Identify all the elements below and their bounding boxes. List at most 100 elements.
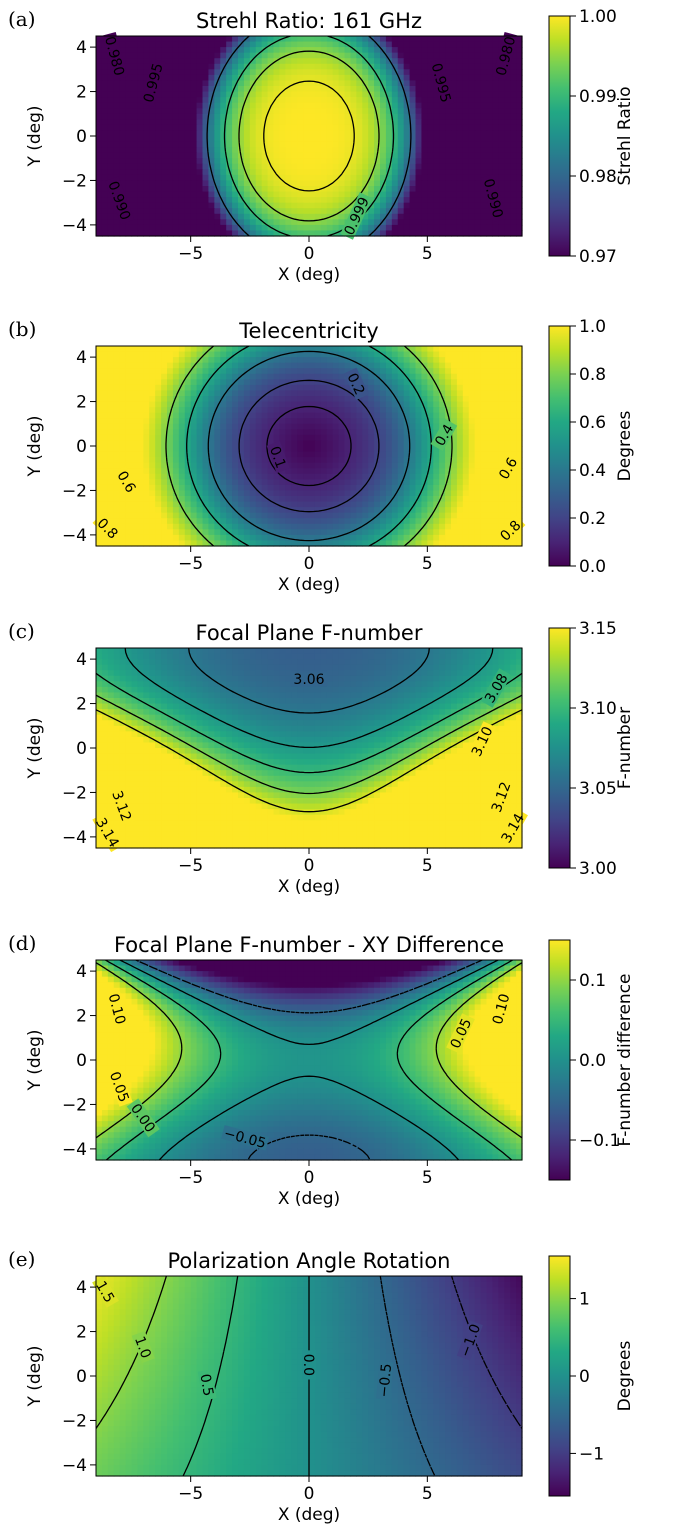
heatmap-cell [409,158,417,165]
heatmap-cell [415,52,423,59]
heatmap-cell [249,113,257,120]
heatmap-cell [297,63,304,70]
heatmap-cell [510,418,517,425]
heatmap-cell [344,440,352,447]
heatmap-cell [172,63,180,70]
heatmap-cell [291,113,298,120]
heatmap-cell [385,86,393,93]
heatmap-cell [267,80,275,87]
heatmap-cell [137,357,144,364]
heatmap-cell [297,74,304,82]
heatmap-cell [362,401,369,408]
heatmap-cell [267,147,275,154]
heatmap-cell [415,63,423,70]
heatmap-cell [113,429,121,436]
heatmap-cell [397,412,405,419]
heatmap-cell [516,219,523,226]
heatmap-cell [178,473,186,480]
heatmap-cell [303,462,310,469]
heatmap-cell [344,97,352,104]
heatmap-cell [131,69,139,76]
heatmap-cell [279,141,286,148]
heatmap-cell [350,451,357,458]
heatmap-cell [96,80,103,87]
heatmap-cell [362,446,369,453]
heatmap-cell [516,58,523,65]
heatmap-cell [202,512,210,519]
heatmap-cell [190,47,198,54]
heatmap-cell [350,501,357,508]
heatmap-cell [267,429,275,436]
heatmap-cell [314,91,322,98]
heatmap-cell [184,407,192,414]
heatmap-cell [214,418,221,425]
heatmap-cell [285,191,292,198]
heatmap-cell [409,213,417,220]
heatmap-cell [492,407,499,414]
heatmap-cell [391,141,399,148]
heatmap-cell [356,80,363,87]
heatmap-cell [350,357,357,364]
heatmap-cell [380,473,387,480]
heatmap-cell [492,423,499,430]
heatmap-cell [403,219,411,226]
heatmap-cell [421,490,428,497]
heatmap-cell [96,147,103,154]
heatmap-cell [297,351,304,358]
heatmap-cell [486,69,494,76]
heatmap-cell [510,407,517,414]
heatmap-cell [326,390,334,397]
heatmap-cell [474,213,482,220]
heatmap-cell [137,473,144,480]
heatmap-cell [486,108,494,115]
heatmap-cell [368,152,375,159]
heatmap-cell [409,457,417,464]
heatmap-cell [492,479,499,486]
heatmap-cell [220,418,227,425]
heatmap-cell [486,384,494,392]
heatmap-cell [474,473,482,480]
heatmap-cell [409,102,417,109]
heatmap-cell [125,507,133,514]
heatmap-cell [131,113,139,120]
heatmap-cell [320,202,328,209]
heatmap-cell [486,208,494,215]
heatmap-cell [267,213,275,220]
heatmap-cell [255,518,263,525]
heatmap-cell [385,346,393,353]
heatmap-cell [439,213,446,220]
heatmap-cell [125,174,133,182]
heatmap-cell [492,362,499,369]
heatmap-cell [338,490,346,497]
heatmap-cell [492,446,499,453]
heatmap-cell [344,446,352,453]
heatmap-cell [391,512,399,519]
heatmap-cell [243,208,251,215]
heatmap-cell [196,58,204,65]
heatmap-cell [498,512,505,519]
heatmap-cell [510,496,517,503]
heatmap-cell [261,351,269,358]
heatmap-cell [427,152,434,159]
heatmap-cell [149,512,156,519]
heatmap-cell [149,152,156,159]
heatmap-cell [208,368,215,375]
heatmap-cell [403,197,411,204]
heatmap-cell [391,52,399,59]
heatmap-cell [172,373,180,380]
heatmap-cell [285,451,292,458]
heatmap-cell [320,346,328,353]
heatmap-cell [238,191,245,198]
heatmap-cell [184,180,192,187]
heatmap-cell [309,208,316,215]
heatmap-cell [480,396,488,403]
heatmap-cell [498,36,505,43]
heatmap-cell [184,507,192,514]
heatmap-cell [161,507,168,514]
heatmap-cell [468,41,476,48]
heatmap-cell [279,169,286,176]
heatmap-cell [303,124,310,132]
heatmap-cell [107,130,115,137]
heatmap-cell [149,186,156,193]
heatmap-cell [409,124,417,132]
